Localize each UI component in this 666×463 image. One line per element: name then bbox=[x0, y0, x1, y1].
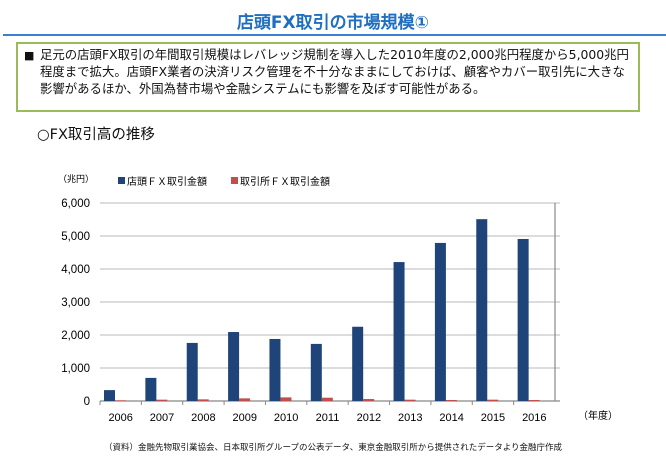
exchange-fx-bar bbox=[115, 400, 126, 401]
x-tick-label: 2011 bbox=[316, 412, 340, 424]
page-title: 店頭FX取引の市場規模① bbox=[236, 13, 430, 33]
otc-fx-bar bbox=[269, 338, 281, 401]
y-tick-label: 0 bbox=[84, 396, 90, 408]
y-tick-label: 1,000 bbox=[61, 363, 90, 375]
y-tick-label: 5,000 bbox=[61, 231, 90, 243]
legend-swatch bbox=[118, 177, 125, 184]
exchange-fx-bar bbox=[487, 399, 499, 401]
exchange-fx-bar bbox=[197, 399, 209, 401]
legend-label: 取引所ＦＸ取引金額 bbox=[240, 175, 330, 188]
y-tick-label: 3,000 bbox=[61, 297, 90, 309]
otc-fx-bar bbox=[104, 390, 115, 401]
bullet-icon: ■ bbox=[24, 49, 35, 62]
exchange-fx-bar bbox=[321, 397, 333, 401]
otc-fx-bar bbox=[476, 219, 488, 401]
y-tick-label: 6,000 bbox=[61, 198, 90, 210]
title-divider bbox=[3, 34, 666, 36]
exchange-fx-bar bbox=[363, 399, 375, 401]
otc-fx-bar bbox=[352, 326, 364, 401]
x-tick-label: 2009 bbox=[233, 412, 257, 424]
exchange-fx-bar bbox=[156, 399, 168, 401]
otc-fx-bar bbox=[310, 343, 322, 401]
x-tick-label: 2016 bbox=[522, 412, 546, 424]
x-tick-label: 2014 bbox=[439, 412, 463, 424]
x-tick-label: 2010 bbox=[274, 412, 298, 424]
exchange-fx-bar bbox=[404, 399, 416, 401]
x-tick-label: 2012 bbox=[357, 412, 381, 424]
y-tick-label: 4,000 bbox=[61, 264, 90, 276]
legend-label: 店頭ＦＸ取引金額 bbox=[127, 175, 207, 188]
otc-fx-bar bbox=[145, 377, 157, 401]
section-title: ○FX取引高の推移 bbox=[37, 127, 155, 143]
x-axis-unit: （年度） bbox=[578, 409, 618, 422]
x-tick-label: 2008 bbox=[191, 412, 215, 424]
y-tick-label: 2,000 bbox=[61, 330, 90, 342]
x-tick-label: 2006 bbox=[108, 412, 132, 424]
otc-fx-bar bbox=[186, 342, 198, 401]
footnote: （資料）金融先物取引業協会、日本取引所グループの公表データ、東京金融取引所から提… bbox=[103, 443, 563, 453]
bar-chart: 0 1,000 2,000 3,000 4,000 5,000 6,000 2006 2007 2… bbox=[58, 174, 618, 424]
legend-swatch bbox=[231, 177, 238, 184]
x-tick-label: 2015 bbox=[481, 412, 505, 424]
y-axis-unit: （兆円） bbox=[58, 174, 94, 185]
otc-fx-bar bbox=[517, 238, 529, 401]
otc-fx-bar bbox=[393, 262, 405, 401]
exchange-fx-bar bbox=[528, 400, 540, 401]
exchange-fx-bar bbox=[280, 397, 292, 401]
otc-fx-bar bbox=[434, 242, 446, 401]
otc-fx-bar bbox=[228, 332, 240, 401]
x-tick-label: 2013 bbox=[398, 412, 422, 424]
x-tick-label: 2007 bbox=[150, 412, 174, 424]
summary-text: 足元の店頭FX取引の年間取引規模はレバレッジ規制を導入した2010年度の2,00… bbox=[40, 47, 629, 96]
exchange-fx-bar bbox=[239, 398, 251, 401]
summary-box: ■ 足元の店頭FX取引の年間取引規模はレバレッジ規制を導入した2010年度の2,… bbox=[16, 42, 640, 112]
exchange-fx-bar bbox=[445, 400, 457, 401]
